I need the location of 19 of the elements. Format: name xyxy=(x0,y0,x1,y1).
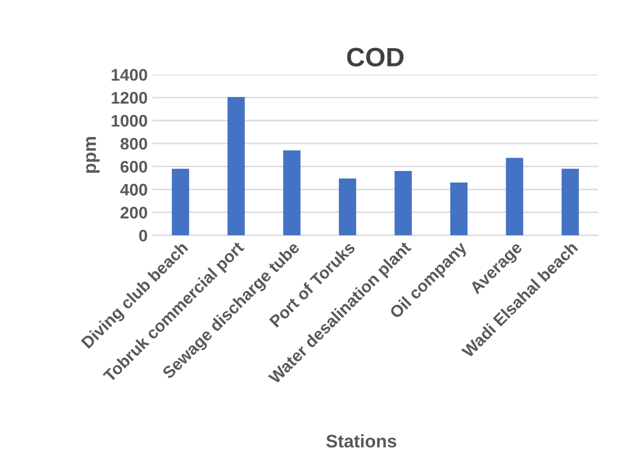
y-axis-title: ppm xyxy=(86,137,100,173)
bar xyxy=(283,150,300,236)
y-tick-label: 1000 xyxy=(112,114,148,127)
bar xyxy=(562,168,579,236)
bar xyxy=(172,168,190,236)
y-tick-label: 200 xyxy=(120,206,148,219)
y-tick-label: 1400 xyxy=(112,68,148,81)
y-tick-label: 0 xyxy=(139,230,148,242)
bar xyxy=(506,158,524,236)
y-tick-label: 400 xyxy=(120,184,148,196)
bar xyxy=(394,171,412,236)
bar xyxy=(450,182,468,236)
bar xyxy=(228,96,245,236)
chart-title: COD xyxy=(347,48,404,66)
y-tick-label: 1200 xyxy=(112,92,148,104)
y-tick-label: 600 xyxy=(120,160,148,173)
x-axis-title: Stations xyxy=(326,434,396,448)
bar xyxy=(338,178,356,236)
y-tick-label: 800 xyxy=(120,138,148,150)
